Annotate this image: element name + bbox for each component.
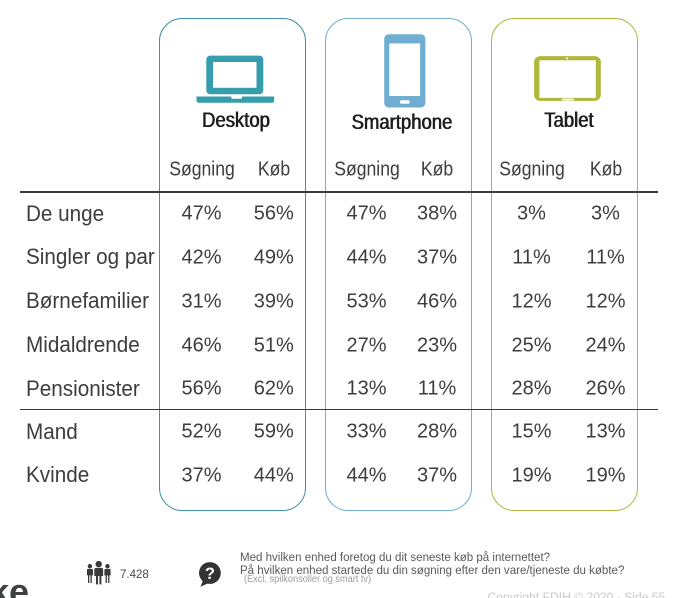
svg-text:?: ? bbox=[205, 565, 215, 583]
